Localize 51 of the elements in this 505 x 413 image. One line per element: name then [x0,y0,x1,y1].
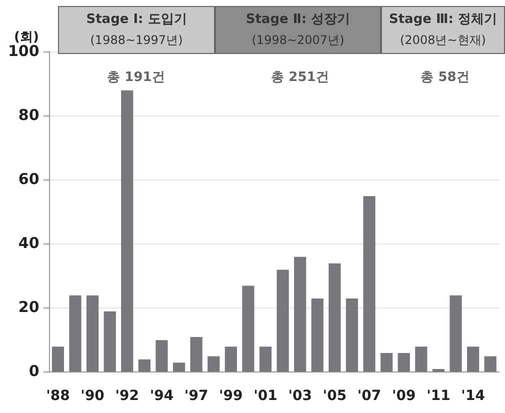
bar [346,298,358,372]
x-tick-label: '07 [357,388,382,404]
bar [398,352,410,372]
bar [242,286,254,372]
annotation: 총 58건 [420,69,470,86]
bar [190,336,202,372]
bar [328,263,341,372]
annotation: 총 191건 [106,69,166,86]
bar [156,340,168,372]
x-tick-label: '11 [426,388,450,404]
bar [208,356,220,372]
x-tick-label: '09 [392,388,416,404]
annotation: 총 251건 [270,69,330,86]
x-tick-label: '14 [461,388,486,404]
bar [259,346,272,372]
x-tick-label: '88 [46,388,70,404]
bar [380,352,393,372]
y-tick-label: 20 [18,298,40,316]
bar [86,295,99,372]
x-tick-label: '90 [80,388,105,404]
bar [415,346,428,372]
bar [363,196,376,372]
y-tick-label: 0 [28,362,40,380]
bar [104,311,116,372]
y-tick-label: 60 [18,170,40,188]
bar [294,256,306,372]
bar [450,295,462,372]
bar [484,356,496,372]
y-tick-label: 80 [18,106,40,124]
bar [432,369,445,372]
y-tick-label: 40 [18,234,40,252]
x-tick-label: '92 [115,388,140,404]
stage-header: Stage Ⅰ: 도입기 (1988~1997년) [58,6,215,54]
stage-header: Stage Ⅱ: 성장기 (1998~2007년) [215,6,381,54]
stage-header: Stage Ⅲ: 정체기 (2008년~현재) [381,6,505,54]
bar [467,346,480,372]
x-tick-label: '05 [322,388,347,404]
bar [172,362,186,372]
bar [224,346,237,372]
bar [276,270,289,372]
x-tick-label: '97 [184,388,208,404]
x-tick-label: '99 [219,388,243,404]
x-tick-label: '03 [288,388,312,404]
bar [121,90,134,372]
bar [69,295,82,372]
y-axis-title: (회) [14,29,39,45]
bar [52,346,64,372]
bar [311,298,324,372]
bar [138,359,150,372]
x-tick-label: '01 [254,388,278,404]
x-tick-label: '94 [150,388,174,404]
